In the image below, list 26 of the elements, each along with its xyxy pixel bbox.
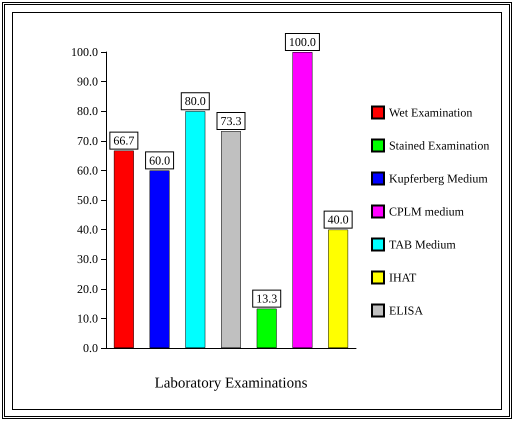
- legend-label: IHAT: [389, 270, 417, 284]
- legend-label: ELISA: [389, 304, 424, 318]
- y-tick-label: 100.0: [71, 45, 98, 59]
- x-axis-title: Laboratory Examinations: [154, 376, 308, 392]
- data-label: 66.7: [113, 134, 134, 148]
- y-tick-label: 90.0: [77, 74, 98, 89]
- data-label: 13.3: [256, 292, 278, 306]
- legend-label: Kupferberg Medium: [389, 172, 488, 186]
- legend-label: CPLM medium: [389, 204, 465, 218]
- data-label: 73.3: [220, 114, 242, 128]
- data-label: 80.0: [184, 94, 206, 108]
- legend-label: TAB Medium: [389, 238, 456, 252]
- y-tick-label: 30.0: [77, 252, 98, 266]
- legend-label: Wet Examination: [389, 106, 472, 120]
- data-label: 40.0: [328, 212, 349, 227]
- y-tick-label: 80.0: [77, 104, 98, 118]
- y-tick-label: 0.0: [83, 341, 98, 355]
- y-tick-label: 10.0: [77, 311, 98, 326]
- y-tick-label: 50.0: [77, 193, 98, 207]
- y-tick-label: 60.0: [77, 163, 98, 178]
- data-label: 60.0: [149, 153, 170, 168]
- y-tick-label: 20.0: [77, 282, 98, 296]
- legend-label: Stained Examination: [389, 138, 490, 152]
- y-tick-label: 70.0: [77, 134, 98, 148]
- data-label: 100.0: [288, 35, 316, 49]
- y-tick-label: 40.0: [77, 222, 98, 237]
